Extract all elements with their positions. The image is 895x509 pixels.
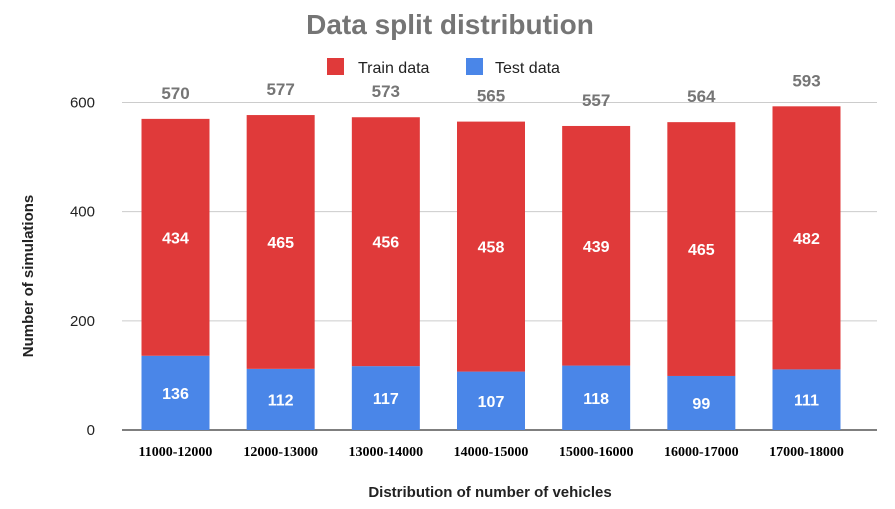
bar-train-data [457,121,525,372]
bar-test-data [351,366,420,430]
test-value-label: 112 [268,392,294,409]
segment-labels: 136 434 112 465 117 456 107 458 118 439 99 465 111 48… [162,230,820,413]
bar-test-data [562,365,631,430]
bar-train-data [562,125,631,366]
total-value-label: 577 [266,80,294,99]
y-tick-label: 400 [70,204,95,221]
legend-label-test: Test data [495,60,560,77]
x-tick-label: 11000-12000 [139,445,213,460]
bar-train-data [667,122,736,376]
bar-train-data [772,106,841,370]
x-axis-label: Distribution of number of vehicles [368,484,611,501]
bar-train-data [351,117,420,367]
train-value-label: 434 [162,230,189,247]
test-value-label: 118 [583,391,609,408]
legend-swatch-test [466,58,483,75]
bar-test-data [141,355,210,430]
total-value-label: 565 [477,87,505,106]
y-tick-label: 600 [70,95,95,112]
bars [141,106,841,430]
bar-test-data [246,368,315,430]
chart-title: Data split distribution [306,9,594,40]
test-value-label: 111 [794,393,819,410]
total-value-label: 573 [372,82,400,101]
test-value-label: 117 [373,391,399,408]
legend-label-train: Train data [358,60,430,77]
x-tick-label: 14000-15000 [454,445,529,460]
test-value-label: 136 [162,386,189,403]
test-value-label: 107 [478,394,505,411]
y-axis-label: Number of simulations [20,195,37,358]
train-value-label: 465 [267,235,294,252]
total-labels: 570 577 573 565 557 564 593 [161,71,820,110]
total-value-label: 593 [792,71,820,90]
bar-train-data [246,115,315,369]
x-tick-label: 16000-17000 [664,445,739,460]
bar-train-data [141,118,210,356]
x-tick-label: 13000-14000 [348,445,423,460]
train-value-label: 458 [478,240,505,257]
bar-test-data [667,375,736,430]
train-value-label: 465 [688,242,715,259]
test-value-label: 99 [692,396,710,413]
total-value-label: 570 [161,84,189,103]
y-axis-ticks: 0 200 400 600 [70,95,95,440]
x-axis-ticks: 11000-12000 12000-13000 13000-14000 14000-1… [139,445,844,460]
legend: Train data Test data [327,58,560,77]
bar-test-data [772,369,841,430]
x-tick-label: 15000-16000 [559,445,634,460]
total-value-label: 564 [687,87,716,106]
train-value-label: 456 [372,235,399,252]
y-tick-label: 0 [87,422,95,439]
y-tick-label: 200 [70,313,95,330]
bar-test-data [457,371,525,430]
train-value-label: 439 [583,239,610,256]
x-tick-label: 17000-18000 [769,445,844,460]
x-tick-label: 12000-13000 [243,445,318,460]
train-value-label: 482 [793,231,820,248]
total-value-label: 557 [582,91,610,110]
legend-swatch-train [327,58,344,75]
